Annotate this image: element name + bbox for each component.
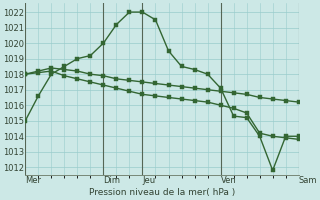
- X-axis label: Pression niveau de la mer( hPa ): Pression niveau de la mer( hPa ): [89, 188, 235, 197]
